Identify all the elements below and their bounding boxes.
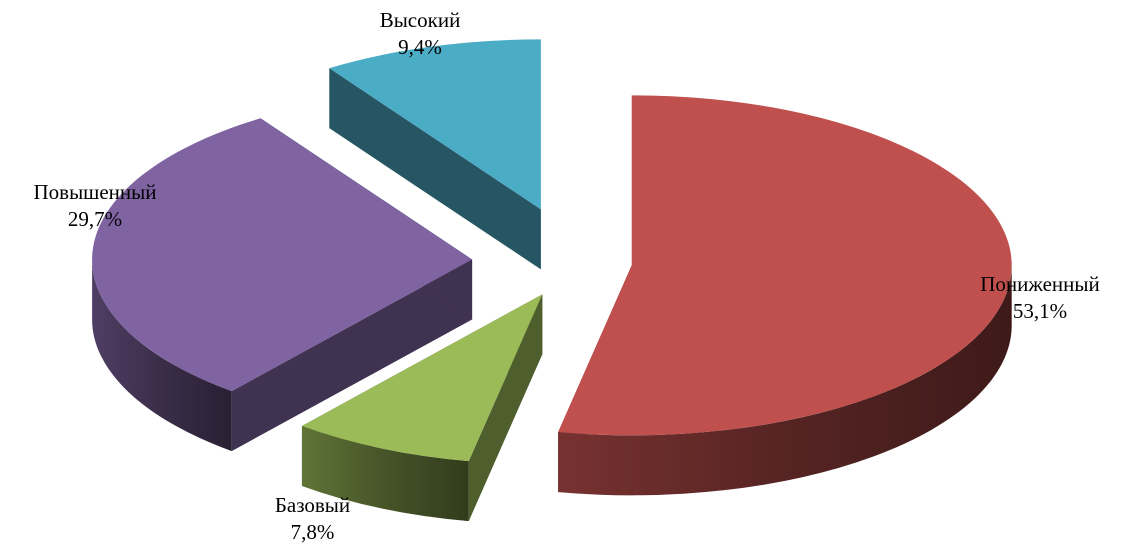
label-base-value: 7,8% <box>290 520 335 544</box>
slice-side-1 <box>301 426 469 522</box>
label-high-name: Высокий <box>379 8 461 32</box>
slice-top-2 <box>92 118 473 392</box>
slice-side-0 <box>558 265 1012 496</box>
pie-tops <box>92 39 1012 462</box>
label-lowered-value: 53,1% <box>1012 299 1068 323</box>
label-elevated: Повышенный 29,7% <box>5 179 185 233</box>
slice-wall-start-2 <box>231 259 473 452</box>
label-lowered-name: Пониженный <box>980 272 1100 296</box>
label-high: Высокий 9,4% <box>345 7 495 61</box>
slice-side-2 <box>92 259 232 452</box>
label-elevated-name: Повышенный <box>33 180 157 204</box>
slice-top-1 <box>301 294 543 462</box>
label-elevated-value: 29,7% <box>67 207 123 231</box>
slice-top-0 <box>558 95 1012 436</box>
label-base: Базовый 7,8% <box>240 492 385 546</box>
slice-wall-start-3 <box>329 68 541 270</box>
label-lowered: Пониженный 53,1% <box>955 271 1121 325</box>
label-base-name: Базовый <box>274 493 351 517</box>
slice-top-3 <box>329 39 541 210</box>
label-high-value: 9,4% <box>398 35 442 59</box>
